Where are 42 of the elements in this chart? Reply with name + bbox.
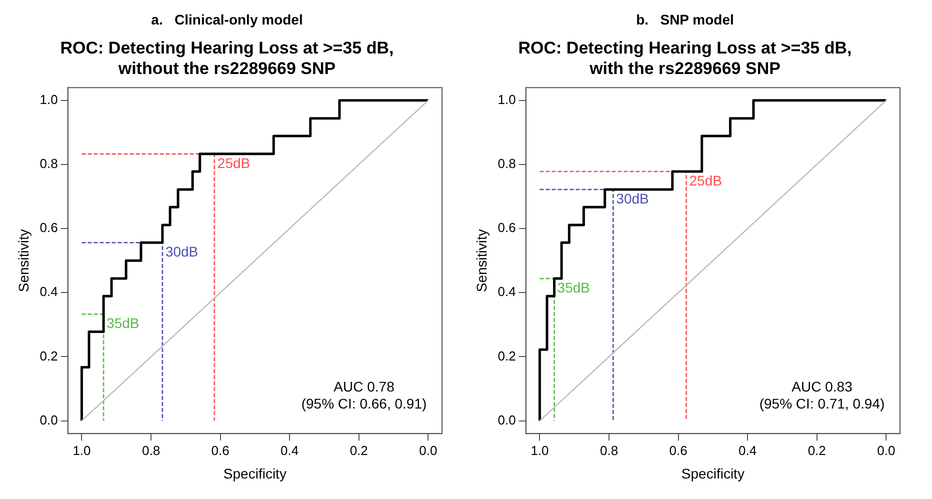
- y-tick-label: 0.0: [498, 412, 516, 428]
- y-tick-label: 0.4: [40, 284, 58, 300]
- x-axis-title: Specificity: [223, 465, 286, 482]
- x-tick-label: 0.4: [280, 442, 299, 458]
- y-tick-label: 1.0: [498, 92, 516, 107]
- y-tick-label: 1.0: [40, 92, 58, 107]
- y-tick-label: 0.2: [40, 348, 58, 364]
- x-axis-title: Specificity: [681, 465, 744, 482]
- x-tick-label: 0.2: [808, 442, 826, 458]
- y-axis-title: Sensitivity: [15, 229, 32, 292]
- chart-title: a. Clinical-only model: [151, 11, 303, 28]
- annotation: AUC 0.83: [792, 378, 853, 394]
- annotation: (95% CI: 0.66, 0.91): [301, 395, 427, 412]
- series-label: 25dB: [689, 172, 722, 188]
- x-tick-label: 0.2: [350, 442, 368, 458]
- x-tick-label: 0.6: [211, 442, 230, 458]
- y-tick-label: 0.6: [498, 220, 516, 236]
- annotation: (95% CI: 0.71, 0.94): [759, 395, 885, 412]
- y-tick-label: 0.8: [40, 156, 58, 172]
- series-label: 25dB: [217, 154, 250, 171]
- x-tick-label: 0.8: [142, 442, 160, 458]
- series-label: 35dB: [557, 279, 590, 296]
- x-tick-label: 0.8: [600, 442, 618, 458]
- x-tick-label: 1.0: [530, 442, 549, 458]
- y-tick-label: 0.0: [40, 412, 58, 428]
- series-label: 30dB: [616, 190, 649, 206]
- x-tick-label: 0.4: [738, 442, 757, 458]
- y-tick-label: 0.2: [498, 348, 516, 364]
- y-axis-title: Sensitivity: [473, 229, 490, 292]
- chart-subtitle: ROC: Detecting Hearing Loss at >=35 dB, with the rs2289669 SNP: [518, 38, 852, 78]
- chart-title: b. SNP model: [636, 11, 734, 28]
- y-tick-label: 0.6: [40, 220, 58, 236]
- x-tick-label: 0.6: [669, 442, 688, 458]
- series-label: 30dB: [165, 244, 198, 260]
- x-tick-label: 0.0: [877, 442, 896, 458]
- y-tick-label: 0.4: [498, 284, 516, 300]
- series-label: 35dB: [106, 314, 140, 331]
- x-tick-label: 0.0: [419, 442, 438, 458]
- chart-subtitle: ROC: Detecting Hearing Loss at >=35 dB, without the rs2289669 SNP: [60, 38, 394, 78]
- annotation: AUC 0.78: [334, 378, 395, 394]
- x-tick-label: 1.0: [72, 442, 91, 458]
- y-tick-label: 0.8: [498, 156, 516, 172]
